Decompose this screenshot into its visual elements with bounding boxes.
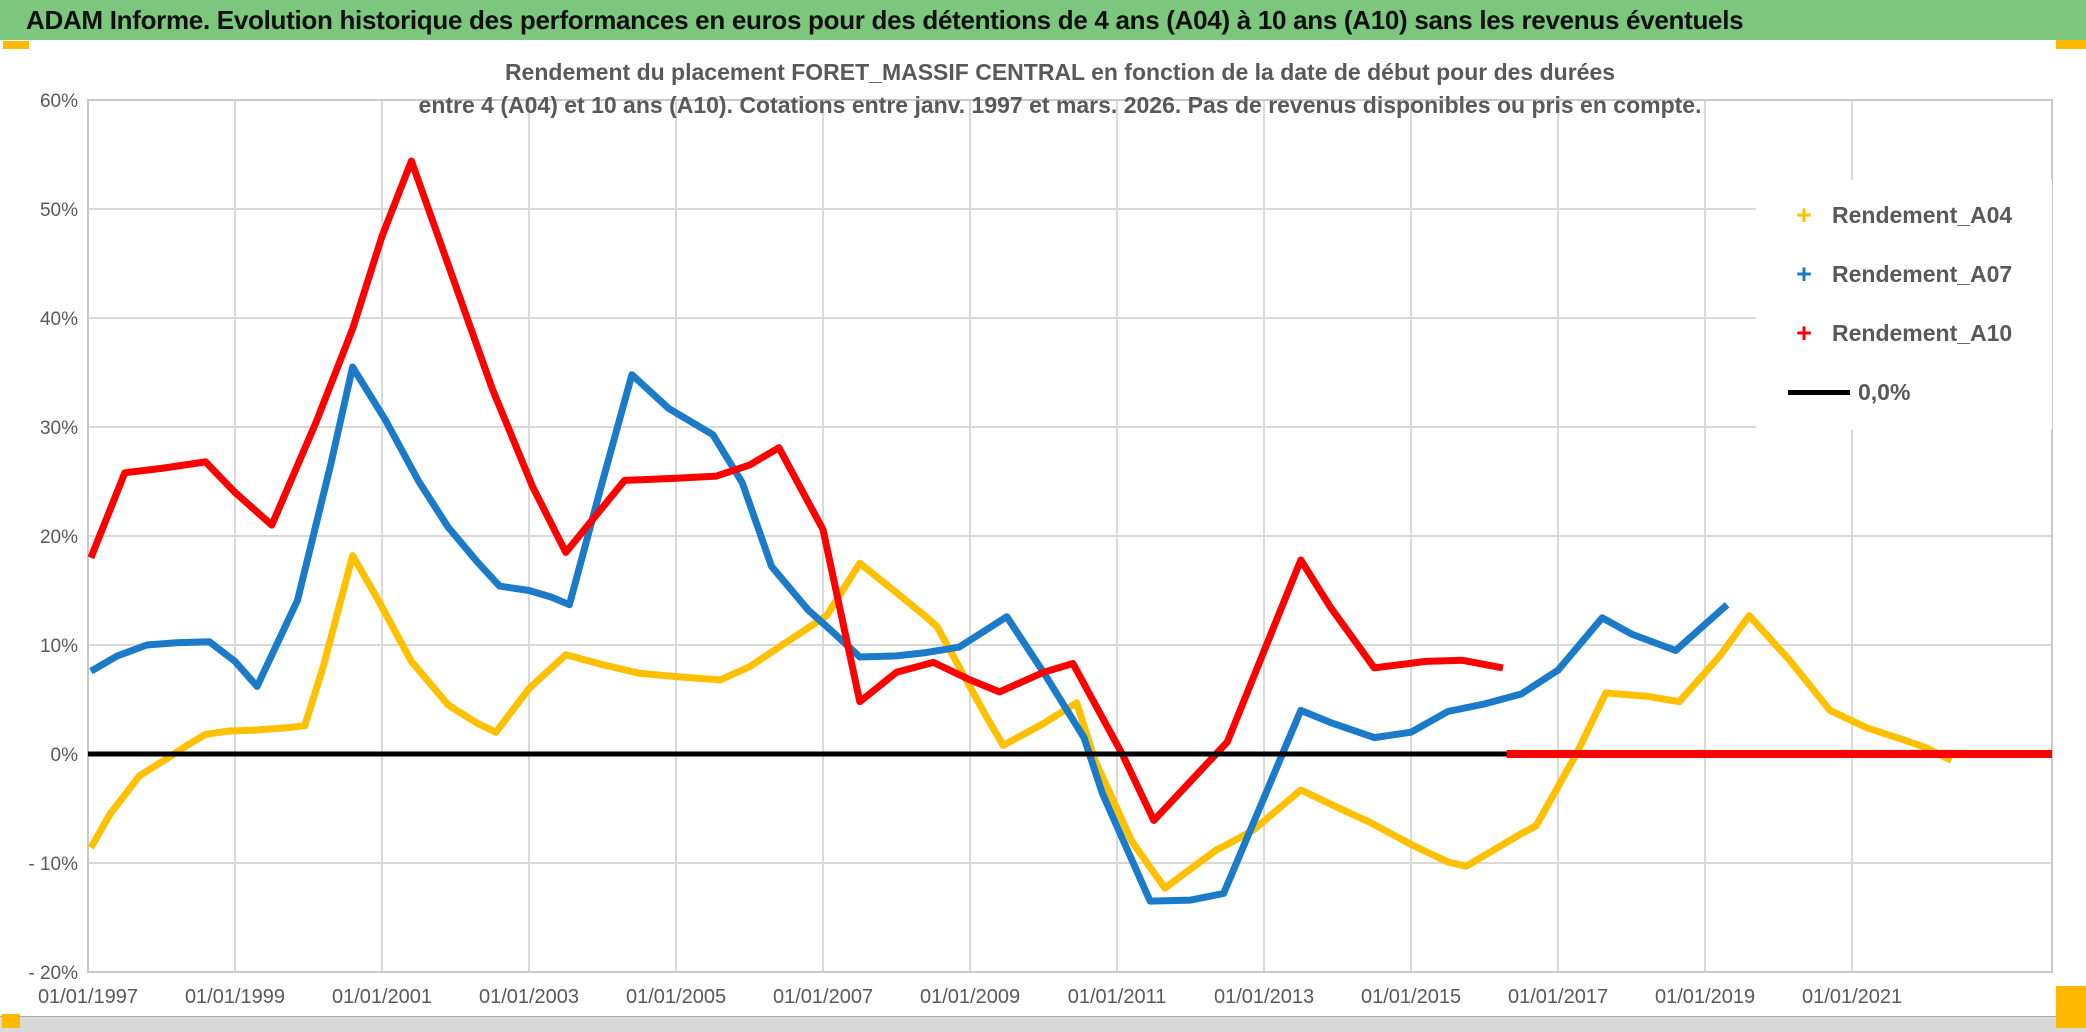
- x-tick-label: 01/01/2009: [920, 986, 1020, 1008]
- x-tick-label: 01/01/2015: [1361, 986, 1461, 1008]
- legend-label: Rendement_A07: [1832, 261, 2013, 287]
- x-tick-label: 01/01/1999: [185, 986, 285, 1008]
- x-tick-label: 01/01/2013: [1214, 986, 1314, 1008]
- series-rendement-a10: [87, 157, 1504, 824]
- x-tick-label: 01/01/2017: [1508, 986, 1608, 1008]
- chart-title-line1: Rendement du placement FORET_MASSIF CENT…: [504, 59, 1616, 85]
- y-tick-label: 20%: [40, 527, 78, 548]
- x-tick-label: 01/01/2021: [1802, 986, 1902, 1008]
- x-tick-label: 01/01/2011: [1068, 986, 1167, 1008]
- plus-marker-icon: +: [1796, 318, 1812, 348]
- series-rendement-a04: [87, 552, 1953, 892]
- header-accent-right: [2056, 40, 2086, 49]
- y-tick-label: 30%: [40, 418, 78, 439]
- y-tick-label: 50%: [40, 200, 78, 221]
- plus-marker-icon: +: [1796, 259, 1812, 289]
- legend-label: Rendement_A04: [1832, 202, 2013, 228]
- sheet-bottom-row: [0, 1016, 2086, 1032]
- legend-item-zero-line: 0,0%: [1756, 363, 2052, 422]
- x-tick-label: 01/01/2001: [332, 986, 432, 1008]
- header-title: ADAM Informe. Evolution historique des p…: [26, 4, 1744, 35]
- zero-line-icon: [1788, 390, 1850, 395]
- plus-marker-icon: +: [1796, 200, 1812, 230]
- x-tick-label: 01/01/1997: [38, 986, 138, 1008]
- y-tick-label: - 20%: [28, 963, 78, 984]
- header-accent-left: [3, 41, 29, 49]
- chart-legend: + Rendement_A04 + Rendement_A07 + Rendem…: [1756, 180, 2052, 430]
- x-tick-label: 01/01/2019: [1655, 986, 1755, 1008]
- series-rendement-a07: [89, 363, 1730, 905]
- legend-label: 0,0%: [1858, 379, 1911, 405]
- x-tick-label: 01/01/2007: [773, 986, 873, 1008]
- plot-border: [87, 99, 2053, 973]
- bottom-accent-left: [2, 1014, 20, 1028]
- chart-title: Rendement du placement FORET_MASSIF CENT…: [310, 56, 1810, 122]
- y-tick-label: 10%: [40, 636, 78, 657]
- y-tick-label: 40%: [40, 309, 78, 330]
- legend-label: Rendement_A10: [1832, 320, 2013, 346]
- bottom-accent-right: [2056, 986, 2086, 1028]
- x-tick-label: 01/01/2005: [626, 986, 726, 1008]
- y-tick-label: - 10%: [28, 854, 78, 875]
- chart-title-line2: entre 4 (A04) et 10 ans (A10). Cotations…: [418, 92, 1702, 118]
- y-tick-label: 60%: [40, 91, 78, 112]
- y-tick-label: 0%: [51, 745, 79, 766]
- legend-item-rendement-a07: + Rendement_A07: [1756, 245, 2052, 304]
- x-tick-label: 01/01/2003: [479, 986, 579, 1008]
- legend-item-rendement-a04: + Rendement_A04: [1756, 186, 2052, 245]
- header-bar: ADAM Informe. Evolution historique des p…: [0, 0, 2086, 40]
- legend-item-rendement-a10: + Rendement_A10: [1756, 304, 2052, 363]
